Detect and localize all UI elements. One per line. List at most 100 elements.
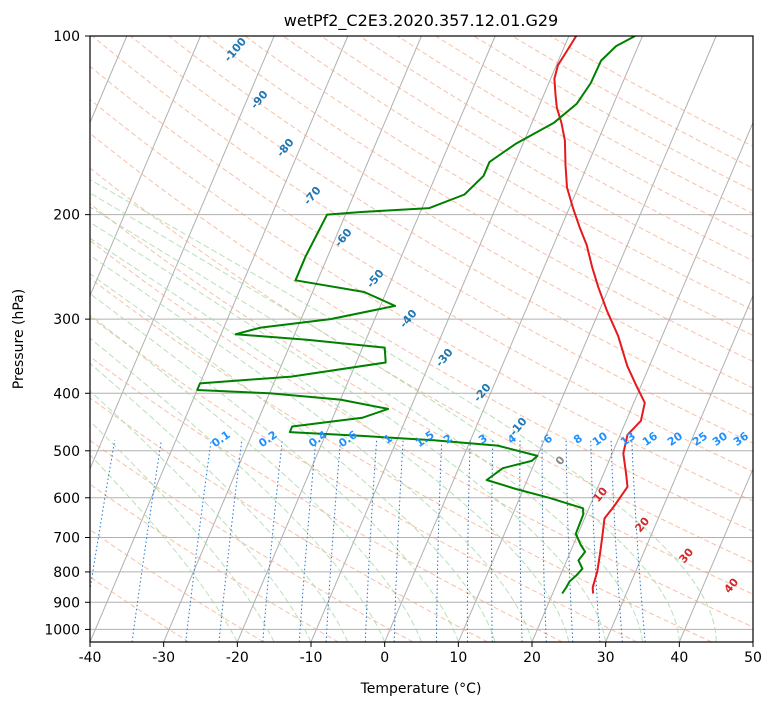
mixing-ratio-label: 20	[665, 429, 685, 449]
dry-adiabat-label: -100	[221, 35, 249, 65]
moist-adiabat	[90, 390, 312, 642]
mixing-ratio-line	[519, 440, 523, 642]
isotherm-line	[90, 36, 349, 642]
dry-adiabat-label: -90	[248, 88, 271, 112]
dry-adiabat-label: 40	[721, 575, 741, 595]
dry-adiabat-label: -60	[332, 226, 355, 250]
mixing-ratio-line	[364, 440, 378, 642]
x-tick-label: -40	[79, 650, 102, 666]
mixing-ratio-line	[590, 440, 601, 642]
mixing-ratio-line	[541, 440, 547, 642]
x-tick-label: -30	[152, 650, 175, 666]
dry-adiabat	[282, 36, 753, 311]
dry-adiabat	[90, 277, 712, 642]
y-tick-label: 1000	[44, 622, 80, 638]
dry-adiabat-label: -30	[433, 346, 456, 370]
mixing-ratio-label: 1.5	[413, 428, 436, 450]
dry-adiabat	[90, 397, 488, 642]
mixing-ratio-label: 25	[690, 429, 710, 448]
moist-adiabat	[90, 273, 496, 642]
mixing-ratio-label: 8	[571, 432, 585, 447]
isotherm-line	[678, 467, 753, 642]
isotherm-line	[236, 36, 496, 642]
dry-adiabat	[206, 36, 753, 362]
mixing-ratio-line	[631, 440, 646, 642]
mixing-ratio-line	[185, 440, 212, 642]
y-tick-label: 600	[53, 491, 80, 507]
y-tick-label: 700	[53, 531, 80, 547]
dry-adiabat-label: -40	[397, 307, 420, 331]
moist-adiabat	[90, 237, 570, 642]
dry-adiabat-label: -20	[471, 381, 494, 405]
y-tick-label: 300	[53, 312, 80, 328]
moist-adiabat	[90, 293, 459, 642]
dry-adiabat	[359, 36, 753, 262]
y-tick-label: 800	[53, 565, 80, 581]
y-tick-label: 400	[53, 386, 80, 402]
mixing-ratio-label: 6	[541, 431, 555, 446]
moist-adiabat	[90, 337, 386, 642]
temperature-profile-line	[553, 36, 646, 594]
dry-adiabat-label: -50	[364, 267, 387, 291]
plot-frame	[89, 35, 754, 643]
mixing-ratio-line	[565, 440, 574, 642]
x-tick-label: 50	[744, 650, 762, 666]
isotherm-line	[752, 640, 753, 642]
isotherm-line	[531, 121, 753, 642]
y-axis-label: Pressure (hPa)	[11, 289, 27, 389]
mixing-ratio-line	[218, 440, 243, 642]
dry-adiabat	[90, 439, 414, 642]
mixing-ratio-label: 0.2	[256, 428, 279, 450]
dry-adiabat-label: 10	[590, 484, 610, 504]
dry-adiabat-label: 30	[676, 545, 696, 565]
moist-adiabat	[90, 206, 643, 642]
isotherm-line	[90, 36, 201, 297]
mixing-ratio-label: 2	[441, 432, 455, 447]
isotherm-line	[90, 36, 275, 471]
mixing-ratio-line	[491, 440, 494, 642]
dry-adiabat	[90, 132, 753, 532]
x-tick-label: 30	[597, 650, 615, 666]
mixing-ratio-line	[90, 440, 116, 593]
dry-adiabat	[90, 203, 753, 595]
x-tick-label: 20	[523, 650, 541, 666]
isotherm-line	[457, 36, 717, 642]
y-tick-label: 100	[53, 29, 80, 45]
dry-adiabat	[90, 316, 638, 642]
moist-adiabat	[90, 454, 238, 642]
dry-adiabat	[90, 98, 753, 502]
dry-adiabat	[511, 36, 753, 169]
dry-adiabat	[90, 356, 563, 642]
isotherm-line	[605, 294, 753, 642]
x-tick-label: 0	[380, 650, 389, 666]
mixing-ratio-line	[393, 440, 404, 642]
dry-adiabat	[90, 65, 753, 473]
moist-adiabat	[90, 221, 607, 642]
y-tick-label: 500	[53, 444, 80, 460]
mixing-ratio-line	[262, 440, 283, 642]
mixing-ratio-label: 30	[710, 429, 730, 449]
y-tick-label: 900	[53, 595, 80, 611]
dry-adiabat	[90, 483, 339, 642]
y-tick-label: 200	[53, 208, 80, 224]
dry-adiabat	[90, 529, 264, 642]
dry-adiabat	[90, 576, 190, 642]
moist-adiabat	[90, 192, 680, 642]
moist-adiabat	[90, 420, 275, 642]
moist-adiabat	[90, 362, 349, 642]
x-tick-label: -20	[226, 650, 249, 666]
mixing-ratio-line	[131, 440, 162, 642]
moist-adiabat	[90, 254, 533, 642]
mixing-ratio-label: 36	[731, 429, 751, 449]
moist-adiabat	[90, 314, 422, 642]
moist-adiabat	[90, 179, 717, 642]
dry-adiabat-label: -70	[301, 184, 324, 208]
mixing-ratio-label: 0.1	[209, 428, 232, 450]
chart-title: wetPf2_C2E3.2020.357.12.01.G29	[284, 11, 558, 31]
x-axis-label: Temperature (°C)	[360, 681, 482, 697]
dry-adiabat	[168, 36, 753, 389]
x-tick-label: -10	[300, 650, 323, 666]
mixing-ratio-line	[610, 440, 623, 642]
mixing-ratio-line	[325, 440, 342, 642]
